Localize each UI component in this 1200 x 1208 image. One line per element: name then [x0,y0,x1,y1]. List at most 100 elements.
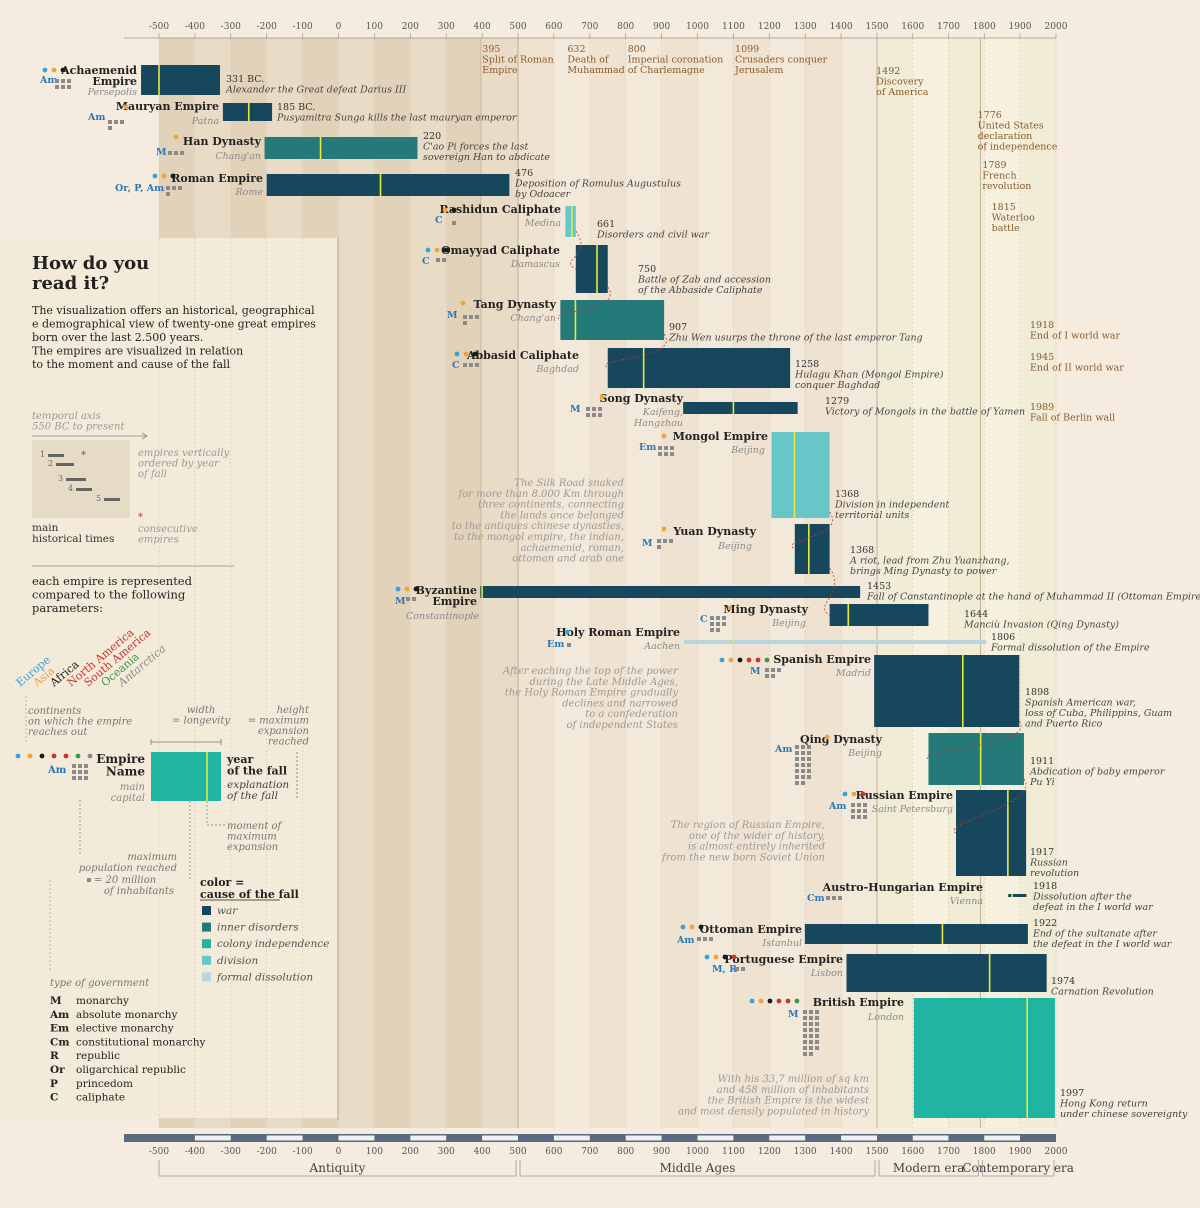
event-label: 1815 [992,202,1016,213]
government-code: Am [828,801,846,812]
government-code: Em [639,442,656,453]
empire-name: Tang Dynasty [474,298,557,311]
axis-tick-bottom: 1900 [1009,1147,1032,1157]
population-square [592,407,596,411]
consecutive-link [557,286,611,321]
government-code: Am [774,744,792,755]
event-label: revolution [982,181,1031,192]
height-caption: height [277,705,310,716]
main-times-caption: main [32,522,59,534]
empire-name: Mauryan Empire [116,100,219,113]
population-square [475,315,479,319]
event-label: United States [978,121,1044,132]
empire-name: Russian Empire [856,789,953,802]
empire-capital: Medina [524,218,562,229]
century-band [877,38,913,1128]
axis-tick-top: 1500 [866,22,889,32]
axis-tick-bottom: 500 [509,1147,526,1157]
population-square [807,775,811,779]
century-band [589,38,626,1128]
cause-label: division [217,955,258,967]
population-square [863,803,867,807]
axis-tick-top: -200 [257,22,277,32]
continent-dot [434,247,440,253]
population-square [710,616,714,620]
continent-dot [51,67,57,73]
empire-capital: Istanbul [762,938,802,949]
sample-empire-name: Empire [96,752,145,766]
population-square [180,151,184,155]
sample-continent-dot [51,753,57,759]
historical-note: during the Late Middle Ages, [529,677,678,688]
sample-fall-explanation: explanation [227,779,289,791]
historical-note: for more than 8.000 Km through [457,489,624,500]
historical-note: is almost entirely inherited [688,842,825,853]
population-square [469,363,473,367]
mini-rank: 2 [48,459,53,468]
empire-capital: Patna [191,116,220,127]
continent-dot [704,954,710,960]
empire-bar [560,300,665,340]
population-square [815,1046,819,1050]
population-square [809,1022,813,1026]
empire-bar [1008,894,1027,897]
empire-name: Austro-Hungarian Empire [822,881,983,894]
population-square [807,757,811,761]
sample-continent-dot [27,753,33,759]
event-label: Death of [567,55,610,66]
population-square [795,781,799,785]
population-square [803,1010,807,1014]
continents-caption: continents [28,706,81,717]
empire-bar [565,206,576,237]
continent-dot [824,734,830,740]
timeline-ruler [124,1134,1056,1142]
historical-note: the lands once belonged [500,510,624,521]
consecutive-link [605,333,667,369]
government-code-legend: Cm [50,1036,69,1048]
consecutive-caption: empires [138,535,179,546]
population-square [567,643,571,647]
fall-explanation: Spanish American war, [1025,698,1136,709]
population-square [857,809,861,813]
empire-name: Empire [432,595,477,608]
empire-bar [266,174,510,196]
ruler-segment [625,1135,662,1141]
axis-tick-bottom: 900 [653,1147,670,1157]
continent-dot [454,351,460,357]
population-square [475,363,479,367]
fall-explanation: Pu Yi [1029,777,1055,788]
continent-dot [564,629,570,635]
government-code: M, R [712,964,737,975]
empire-bar [480,586,861,598]
axis-tick-bottom: 200 [402,1147,419,1157]
population-square [851,803,855,807]
fall-explanation: defeat in the I world war [1033,902,1154,913]
axis-tick-top: -400 [185,22,205,32]
historical-note: to a confederation [585,709,678,720]
axis-tick-bottom: 1500 [866,1147,889,1157]
population-square [436,258,440,262]
event-label: Jerusalem [734,65,783,76]
government-name-legend: monarchy [76,995,129,1007]
population-square [809,1028,813,1032]
axis-tick-top: 1600 [901,22,924,32]
mini-rank: 3 [58,474,63,483]
population-square [710,628,714,632]
fall-year: 1898 [1025,687,1049,698]
population-square [809,1010,813,1014]
empire-bar [575,245,608,293]
main-times-caption: historical times [32,533,114,545]
fall-explanation: territorial units [835,510,909,521]
empire-name: Ottoman Empire [700,923,802,936]
population-square [803,1046,807,1050]
historical-note: the British Empire is the widest [708,1096,870,1107]
parameters-caption: parameters: [32,601,103,615]
sample-government: Am [47,765,67,776]
government-code: C [452,360,460,371]
government-code: Am [676,935,694,946]
population-square [442,258,446,262]
